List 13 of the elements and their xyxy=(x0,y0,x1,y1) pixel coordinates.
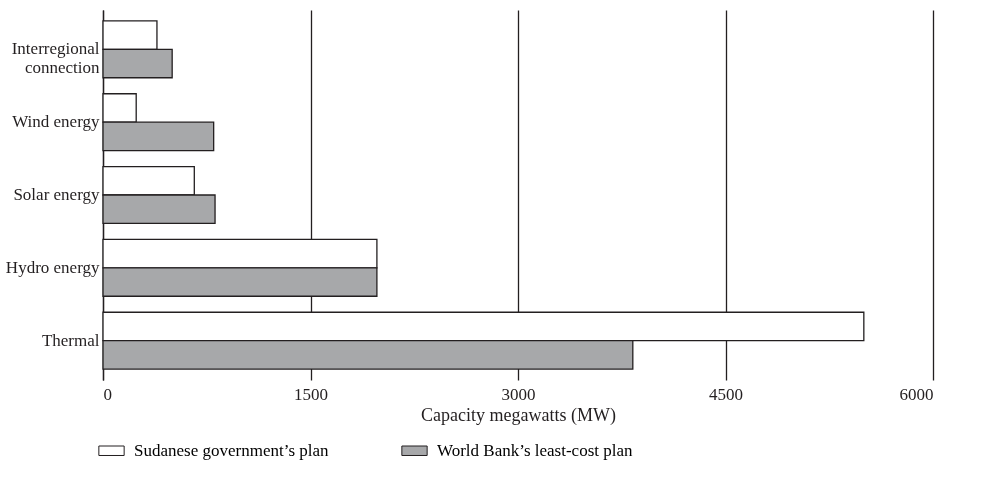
y-tick-label: Wind energy xyxy=(12,112,100,132)
x-tick-label: 6000 xyxy=(899,384,934,404)
y-tick-label: Hydro energy xyxy=(5,257,100,277)
y-tick-label: Thermal xyxy=(41,330,100,350)
x-tick-label: 1500 xyxy=(294,384,328,404)
x-tick-label: 3000 xyxy=(501,384,536,404)
y-tick-label: Interregional connection xyxy=(11,39,100,78)
legend-label: Sudanese government’s plan xyxy=(134,440,330,460)
y-tick-label: Solar energy xyxy=(13,185,100,204)
x-tick-label: 4500 xyxy=(709,384,743,404)
x-tick-label: 0 xyxy=(103,384,112,404)
legend-label: World Bank’s least-cost plan xyxy=(437,440,634,460)
x-axis-title: Capacity megawatts (MW) xyxy=(421,404,616,426)
